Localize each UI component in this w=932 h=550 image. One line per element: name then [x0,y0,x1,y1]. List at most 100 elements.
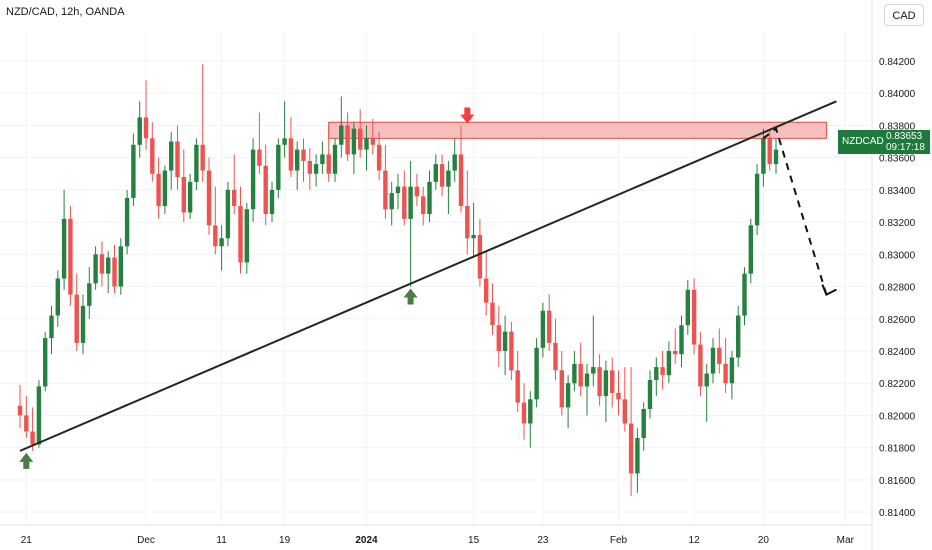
resistance-zone-layer [328,121,827,139]
candle [244,202,249,274]
candle [465,170,470,255]
candle-body [477,235,483,279]
candle-body [717,347,722,364]
price-tag-countdown: 09:17:18 [886,142,925,153]
candle [313,154,319,187]
candle-body [295,149,300,171]
candle [169,131,174,190]
candle [490,283,495,335]
time-tick-label: Feb [610,535,628,546]
price-tick-label: 0.84000 [879,89,916,100]
candle-body [534,347,539,400]
candle-body [61,218,67,279]
grid [0,0,873,550]
arrow-down-icon [460,107,475,124]
candle-body [24,415,29,432]
candle-body [578,363,583,387]
candle [93,246,98,290]
candle-body [402,186,407,219]
price-tick-label: 0.81400 [879,508,916,519]
currency-button[interactable]: CAD [884,4,924,26]
candle-body [729,357,735,384]
candle-body [320,154,325,165]
time-tick-label: 2024 [355,535,378,546]
candle [282,101,287,158]
candle-body [465,206,470,239]
time-axis: 21 Dec 11 19 2024 15 23 Feb 12 20 Mar [21,535,855,546]
candle [232,154,237,215]
candle [376,131,382,181]
time-tick-label: 15 [468,535,480,546]
candle [591,315,596,387]
candle-body [761,138,766,174]
candle [628,367,634,496]
candle-body [68,218,73,295]
candle [761,128,766,187]
candle [704,363,709,422]
candle-body [263,165,268,215]
candle-body [118,246,123,287]
candle-body [647,380,653,409]
candle-body [452,154,457,171]
candle-body [225,189,231,239]
candle [137,101,142,158]
candle-body [572,363,577,384]
candle-body [458,154,464,206]
candle-body [87,283,92,306]
candle-body [597,367,602,397]
candle [143,80,149,150]
candle-body [175,141,180,177]
time-tick-label: 23 [537,535,549,546]
candle [496,305,501,368]
price-tick-label: 0.82000 [879,411,916,422]
candle [647,370,653,419]
price-tick-label: 0.81600 [879,476,916,487]
candle-body [691,289,697,345]
candle-body [446,170,451,187]
candle-body [282,138,287,145]
candle-body [603,370,609,397]
candle-body [502,331,508,351]
candle [452,138,457,182]
price-tick-label: 0.83400 [879,186,916,197]
candle [162,165,168,215]
time-tick-label: 11 [216,535,227,546]
candle-body [55,278,60,316]
candle-body [433,164,438,182]
candle [654,357,659,397]
price-tag-symbol: NZDCAD [842,136,884,147]
projection-path [762,126,828,295]
candle [767,128,772,171]
time-tick-label: 19 [279,535,291,546]
candle-body [509,331,514,371]
current-price-tag: NZDCAD 0.83653 09:17:18 [838,130,930,154]
candle-body [559,370,564,408]
candle [30,407,35,451]
candle-body [43,338,48,387]
candle [87,267,92,319]
candle-body [616,392,621,400]
candle-body [370,138,375,145]
candle [118,238,123,295]
price-axis: 0.84200 0.84000 0.83800 0.83600 0.83400 0.832… [879,57,916,519]
candles [17,64,779,496]
candle [565,375,571,429]
candle [773,138,779,174]
candle [106,251,111,293]
candle [370,119,375,155]
candle [616,370,621,416]
candle-body [326,154,331,174]
candle-body [358,128,363,150]
candle-body [187,181,193,213]
candle [187,173,193,219]
candle-body [124,197,130,247]
candle-body [206,170,212,226]
candle [679,315,684,368]
candle [389,181,394,226]
time-tick-label: 12 [689,535,701,546]
candle [666,341,672,384]
price-tick-label: 0.83600 [879,154,916,165]
candle-body [742,273,747,316]
time-tick-label: 20 [758,535,770,546]
